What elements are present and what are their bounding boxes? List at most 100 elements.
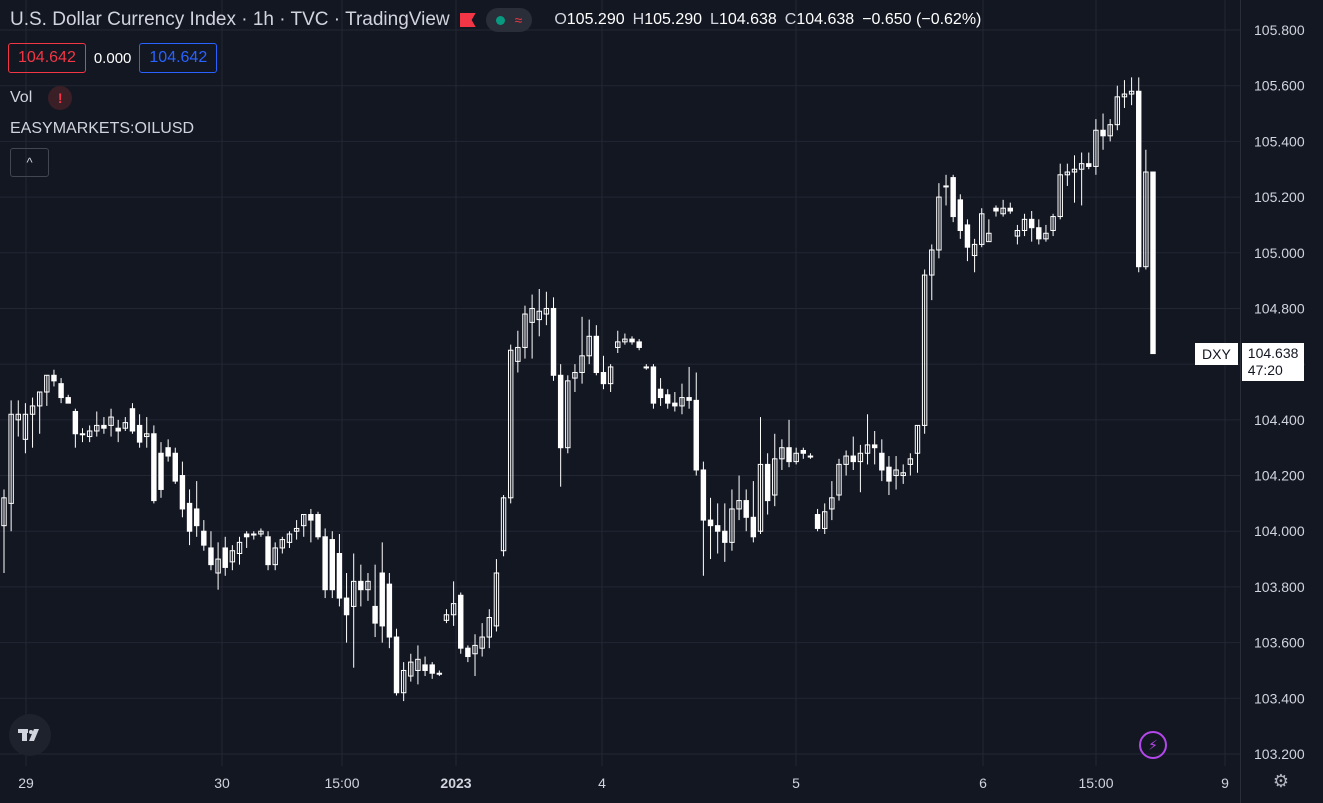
candle-body <box>400 669 407 694</box>
candle-body <box>436 672 443 675</box>
candle-body <box>772 458 778 496</box>
market-open-dot-icon <box>495 15 505 25</box>
ask-button[interactable]: 104.642 <box>139 43 218 73</box>
time-tick-label: 15:00 <box>1078 775 1113 791</box>
candle-body <box>1107 124 1113 137</box>
candle-body <box>536 310 542 321</box>
low-value: 104.638 <box>718 11 777 28</box>
candle-body <box>308 514 314 521</box>
candle-body <box>1 497 7 527</box>
time-tick-label: 15:00 <box>324 775 359 791</box>
bid-button[interactable]: 104.642 <box>8 43 86 73</box>
candle-body <box>1043 232 1049 240</box>
candle-body <box>350 580 357 607</box>
candle-body <box>979 213 985 245</box>
candle-body <box>1128 90 1135 95</box>
candle-body <box>600 372 607 385</box>
candle-body <box>243 533 250 538</box>
candle-body <box>672 402 678 407</box>
chart-legend: U.S. Dollar Currency Index · 1h · TVC · … <box>10 8 981 32</box>
candle-body <box>450 603 457 616</box>
candle-body <box>986 232 992 243</box>
candle-body <box>707 519 714 527</box>
candle-body <box>1086 163 1092 167</box>
candle-body <box>950 177 956 218</box>
candle-body <box>1028 218 1035 229</box>
candle-body <box>379 572 385 627</box>
candle-body <box>579 355 585 374</box>
time-tick-label: 6 <box>979 775 987 791</box>
candle-body <box>714 525 721 532</box>
candle-body <box>386 583 393 638</box>
candle-body <box>129 408 136 432</box>
delayed-data-icon: ≈ <box>514 12 523 28</box>
candle-body <box>1050 216 1056 231</box>
time-tick-label: 2023 <box>440 775 471 791</box>
candle-body <box>165 447 171 457</box>
candle-body <box>779 447 785 460</box>
candle-body <box>993 207 999 212</box>
close-value: 104.638 <box>796 11 855 28</box>
candle-body <box>72 410 79 435</box>
candle-body <box>814 514 821 529</box>
candle-body <box>193 508 200 527</box>
volume-indicator[interactable]: Vol ! <box>10 86 73 110</box>
candle-body <box>936 196 942 251</box>
candle-body <box>893 469 899 477</box>
market-status-pill[interactable]: ≈ <box>485 8 533 32</box>
volume-label: Vol <box>10 89 33 106</box>
high-value: 105.290 <box>644 11 703 28</box>
candle-body <box>686 397 692 401</box>
bar-countdown: 47:20 <box>1247 362 1283 378</box>
candle-body <box>850 455 856 463</box>
compare-symbol-label[interactable]: EASYMARKETS:OILUSD <box>10 120 195 137</box>
price-tick-label: 103.200 <box>1254 746 1305 762</box>
spread-value: 0.000 <box>93 49 132 67</box>
candle-body <box>664 394 671 404</box>
price-tick-label: 103.600 <box>1254 635 1305 651</box>
candle-body <box>1114 96 1121 126</box>
time-axis[interactable]: 29 30 15:00 2023 4 5 6 15:00 9 <box>18 775 1229 791</box>
candle-body <box>793 452 799 463</box>
candle-body <box>743 500 749 518</box>
low-label: L <box>710 11 719 28</box>
candle-body <box>65 397 71 404</box>
lightning-icon[interactable]: ⚡ <box>1139 731 1167 759</box>
candle-body <box>465 647 471 658</box>
price-tick-label: 105.400 <box>1254 133 1305 149</box>
candle-body <box>943 185 949 188</box>
time-tick-label: 4 <box>598 775 606 791</box>
candle-body <box>1071 168 1078 173</box>
candle-body <box>372 605 378 624</box>
candle-body <box>736 500 742 510</box>
gear-icon[interactable]: ⚙ <box>1272 770 1290 791</box>
candle-body <box>151 433 157 502</box>
time-tick-label: 9 <box>1221 775 1229 791</box>
candle-body <box>479 636 485 649</box>
warning-icon[interactable]: ! <box>48 86 73 110</box>
collapse-legend-button[interactable]: ^ <box>10 148 49 177</box>
price-value-tag: 104.638 47:20 <box>1241 343 1305 381</box>
flag-icon[interactable] <box>459 13 476 27</box>
candle-body <box>493 572 500 627</box>
candle-body <box>365 580 371 591</box>
candle-body <box>900 472 906 477</box>
candle-body <box>700 469 707 521</box>
tradingview-logo-icon[interactable] <box>9 714 51 756</box>
candle-body <box>629 338 635 343</box>
candle-body <box>293 527 300 532</box>
candle-body <box>429 664 435 674</box>
price-axis[interactable]: 105.800 105.600 105.400 105.200 105.000 104.8… <box>1254 22 1305 762</box>
candle-body <box>1121 93 1128 98</box>
candle-body <box>458 594 464 649</box>
price-tick-label: 104.800 <box>1254 300 1305 316</box>
close-label: C <box>784 11 797 28</box>
candle-body <box>322 536 328 591</box>
candle-body <box>1100 129 1106 137</box>
candle-body <box>679 397 685 407</box>
candle-body <box>315 514 321 538</box>
chart-title[interactable]: U.S. Dollar Currency Index · 1h · TVC · … <box>10 9 450 30</box>
candle-body <box>15 413 21 421</box>
candle-body <box>957 199 964 231</box>
